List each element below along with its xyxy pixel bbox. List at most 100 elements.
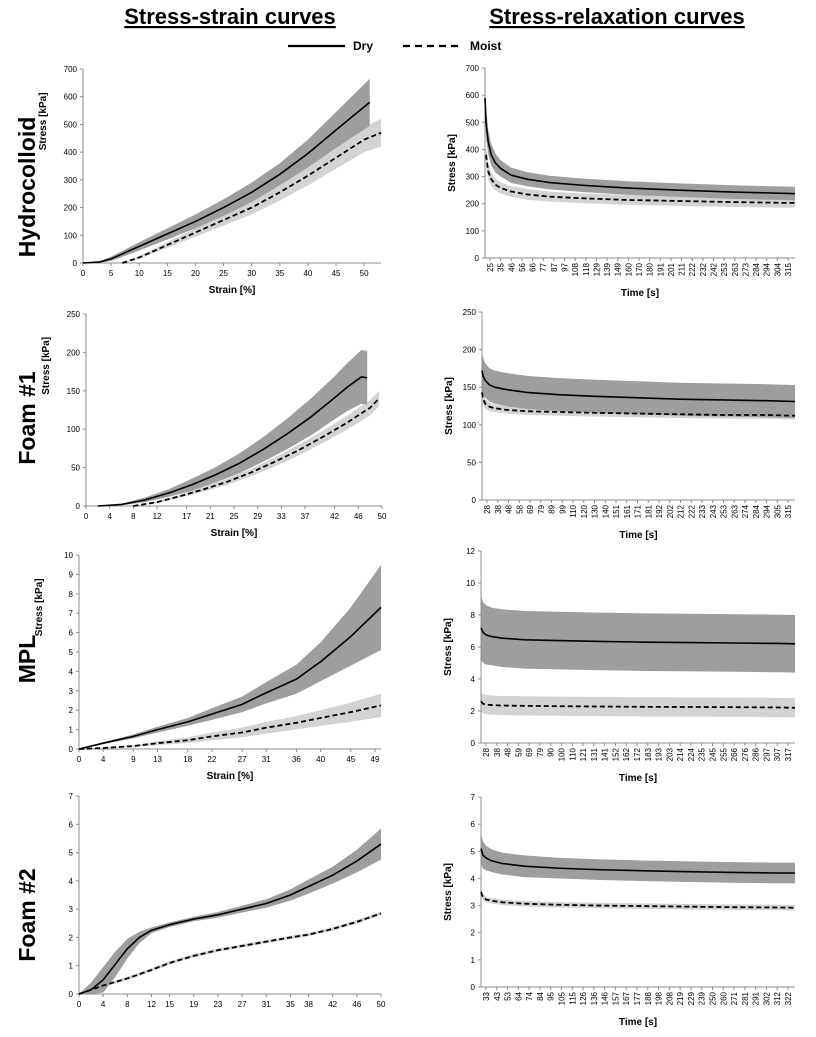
hydrocolloid-stress-relaxation-dry-line xyxy=(484,97,796,195)
hydrocolloid-stress-relaxation-y-tick-label: 400 xyxy=(466,145,480,154)
foam-1-stress-strain-y-axis-title: Stress [kPa] xyxy=(41,337,52,395)
foam-2-stress-strain-x-tick-label: 50 xyxy=(377,1000,386,1009)
hydrocolloid-stress-relaxation-x-tick-label: 191 xyxy=(656,262,665,276)
foam-1-stress-relaxation-y-tick-label: 50 xyxy=(467,458,476,467)
foam-2-stress-relaxation-x-tick-label: 115 xyxy=(568,991,577,1004)
foam-1-stress-relaxation-x-tick-label: 48 xyxy=(505,504,514,513)
legend: Dry Moist xyxy=(288,39,501,53)
mpl-stress-strain-y-tick-label: 5 xyxy=(69,648,74,657)
legend-moist-label: Moist xyxy=(470,39,501,53)
stress-relaxation-column-title: Stress-relaxation curves xyxy=(489,4,745,29)
hydrocolloid-stress-relaxation-x-tick-label: 97 xyxy=(561,262,570,271)
foam-2-stress-relaxation-y-tick-label: 7 xyxy=(471,793,476,802)
mpl-stress-strain-dry-band xyxy=(79,564,381,749)
hydrocolloid-stress-strain-y-tick-label: 300 xyxy=(64,176,78,185)
mpl-stress-relaxation-x-tick-label: 100 xyxy=(558,747,567,761)
hydrocolloid-stress-strain-x-tick-label: 30 xyxy=(247,269,256,278)
hydrocolloid-stress-strain-x-tick-label: 25 xyxy=(219,269,228,278)
foam-1-stress-strain-dry-band xyxy=(97,350,368,506)
foam-1-stress-relaxation-x-tick-label: 253 xyxy=(720,504,729,518)
foam-2-stress-relaxation-x-tick-label: 84 xyxy=(536,991,545,1000)
hydrocolloid-stress-strain-x-tick-label: 45 xyxy=(332,269,341,278)
foam-1-stress-strain-y-tick-label: 150 xyxy=(67,387,81,396)
foam-1-stress-relaxation-y-tick-label: 150 xyxy=(463,383,477,392)
hydrocolloid-stress-strain-x-tick-label: 35 xyxy=(275,269,284,278)
hydrocolloid-stress-strain-x-tick-label: 0 xyxy=(81,269,86,278)
mpl-stress-relaxation-x-tick-label: 276 xyxy=(741,747,750,761)
mpl-stress-relaxation-x-tick-label: 245 xyxy=(709,747,718,761)
mpl-stress-strain-y-tick-label: 1 xyxy=(69,726,74,735)
mpl-stress-relaxation-x-tick-label: 183 xyxy=(644,747,653,761)
foam-2-stress-strain-x-tick-label: 12 xyxy=(147,1000,156,1009)
mpl-stress-strain-x-tick-label: 49 xyxy=(371,755,380,764)
hydrocolloid-stress-relaxation-y-tick-label: 500 xyxy=(466,118,480,127)
foam-1-stress-relaxation-dry-band xyxy=(482,351,795,419)
mpl-stress-strain-x-tick-label: 40 xyxy=(316,755,325,764)
hydrocolloid-stress-relaxation-x-tick-label: 253 xyxy=(720,262,729,276)
foam-1-stress-relaxation-x-tick-label: 89 xyxy=(548,504,557,513)
foam-2-stress-strain-y-tick-label: 3 xyxy=(69,905,74,914)
foam-2-stress-relaxation-chart: 0 1 2 3 4 5 6 7 33 43 53 64 74 84 95 105 115 126 136 146 157… xyxy=(443,793,796,1028)
mpl-stress-relaxation-x-tick-label: 48 xyxy=(504,747,513,756)
foam-1-stress-relaxation-x-axis-title: Time [s] xyxy=(619,530,657,541)
mpl-stress-strain-y-tick-label: 3 xyxy=(69,687,74,696)
mpl-stress-relaxation-dry-line xyxy=(480,627,796,645)
foam-1-stress-relaxation-x-tick-label: 151 xyxy=(612,504,621,518)
foam-1-stress-relaxation-y-tick-label: 100 xyxy=(463,421,477,430)
hydrocolloid-stress-relaxation-moist-line xyxy=(485,154,795,204)
foam-2-stress-relaxation-x-tick-label: 177 xyxy=(633,991,642,1005)
hydrocolloid-stress-relaxation-x-tick-label: 315 xyxy=(784,262,793,276)
foam-1-stress-strain-y-tick-label: 200 xyxy=(67,348,81,357)
foam-1-stress-relaxation-y-tick-label: 250 xyxy=(463,308,477,317)
foam-2-stress-relaxation-x-tick-label: 167 xyxy=(622,991,631,1005)
hydrocolloid-stress-relaxation-x-tick-label: 108 xyxy=(571,262,580,276)
foam-2-stress-relaxation-x-tick-label: 74 xyxy=(525,991,534,1000)
hydrocolloid-stress-relaxation-y-tick-label: 600 xyxy=(466,91,480,100)
foam-1-stress-relaxation-x-tick-label: 263 xyxy=(730,504,739,518)
foam-2-stress-strain-y-tick-label: 5 xyxy=(69,849,74,858)
hydrocolloid-stress-relaxation-y-tick-label: 700 xyxy=(466,64,480,73)
mpl-stress-relaxation-y-tick-label: 4 xyxy=(471,675,476,684)
hydrocolloid-stress-relaxation-x-tick-label: 242 xyxy=(710,262,719,276)
hydrocolloid-stress-strain-x-tick-label: 40 xyxy=(303,269,312,278)
foam-2-stress-relaxation-x-tick-label: 64 xyxy=(514,991,523,1000)
foam-2-stress-relaxation-x-tick-label: 219 xyxy=(676,991,685,1005)
foam-1-stress-relaxation-chart: 0 50 100 150 200 250 28 38 48 58 69 79 89 99 110 120 130… xyxy=(444,308,796,541)
foam-2-stress-relaxation-moist-band xyxy=(481,888,795,911)
mpl-stress-relaxation-x-tick-label: 193 xyxy=(655,747,664,761)
hydrocolloid-stress-relaxation-x-tick-label: 35 xyxy=(497,262,506,271)
foam-1-stress-strain-x-tick-label: 12 xyxy=(153,512,162,521)
mpl-stress-relaxation-x-tick-label: 255 xyxy=(719,747,728,761)
mpl-stress-relaxation-x-tick-label: 203 xyxy=(665,747,674,761)
mpl-stress-relaxation-x-axis-title: Time [s] xyxy=(619,773,657,784)
foam-2-stress-relaxation-y-axis-title: Stress [kPa] xyxy=(443,863,454,921)
foam-2-stress-relaxation-moist-line xyxy=(480,891,796,909)
foam-1-stress-strain-x-tick-label: 4 xyxy=(107,512,112,521)
mpl-stress-relaxation-x-tick-label: 224 xyxy=(687,747,696,761)
foam-1-stress-strain-x-tick-label: 50 xyxy=(378,512,387,521)
foam-1-stress-relaxation-x-tick-label: 202 xyxy=(666,504,675,518)
hydrocolloid-stress-strain-y-axis-title: Stress [kPa] xyxy=(38,92,49,150)
foam-2-stress-strain-x-tick-label: 23 xyxy=(213,1000,222,1009)
mpl-stress-strain-y-tick-label: 10 xyxy=(64,551,73,560)
hydrocolloid-stress-strain-x-tick-label: 50 xyxy=(360,269,369,278)
foam-1-stress-relaxation-x-tick-label: 38 xyxy=(494,504,503,513)
hydrocolloid-stress-relaxation-x-tick-label: 304 xyxy=(773,262,782,276)
mpl-stress-relaxation-y-tick-label: 2 xyxy=(471,707,476,716)
foam-2-stress-strain-moist-line xyxy=(78,912,382,995)
hydrocolloid-stress-strain-chart: 0 100 200 300 400 500 600 700 0 5 10 15 20 25 30 35 40 45… xyxy=(38,65,382,296)
hydrocolloid-stress-relaxation-x-tick-label: 46 xyxy=(507,262,516,271)
mpl-stress-strain-y-tick-label: 2 xyxy=(69,706,74,715)
foam-2-stress-relaxation-x-axis-title: Time [s] xyxy=(619,1017,657,1028)
foam-1-stress-relaxation-x-tick-label: 69 xyxy=(526,504,535,513)
foam-1-stress-relaxation-x-tick-label: 28 xyxy=(483,504,492,513)
foam-2-stress-relaxation-x-tick-label: 208 xyxy=(665,991,674,1005)
mpl-stress-relaxation-y-tick-label: 10 xyxy=(466,579,475,588)
foam-1-stress-relaxation-x-tick-label: 192 xyxy=(655,504,664,518)
foam-2-stress-relaxation-x-tick-label: 322 xyxy=(784,991,793,1005)
foam-1-stress-strain-x-axis-title: Strain [%] xyxy=(211,528,258,539)
hydrocolloid-stress-relaxation-x-tick-label: 232 xyxy=(699,262,708,276)
foam-1-stress-strain-y-tick-label: 0 xyxy=(76,502,81,511)
foam-1-stress-relaxation-x-tick-label: 110 xyxy=(569,504,578,517)
